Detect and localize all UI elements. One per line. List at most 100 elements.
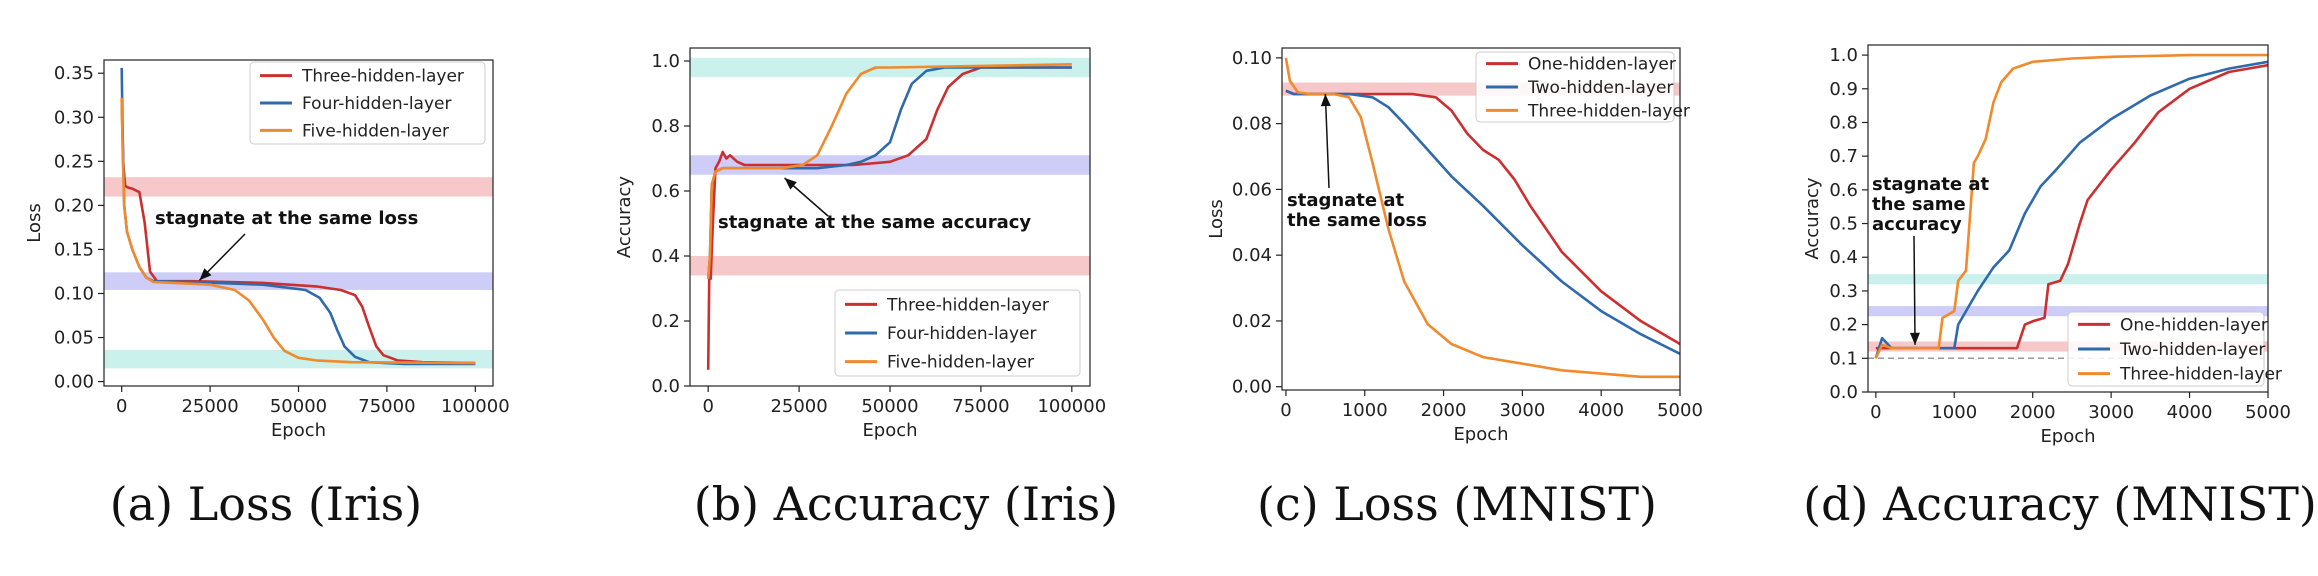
legend-label-2: Three-hidden-layer	[2119, 365, 2282, 385]
legend: One-hidden-layer Two-hidden-layer Three-hi…	[1475, 51, 1690, 123]
y-tick-label: 0.2	[651, 311, 680, 332]
legend: Three-hidden-layer Four-hidden-layer Five-…	[249, 61, 486, 145]
legend-label-2: Five-hidden-layer	[302, 121, 449, 141]
x-tick-label: 5000	[1657, 400, 1703, 421]
x-tick-label: 4000	[1578, 400, 1624, 421]
plot-frame	[1867, 44, 2269, 393]
x-tick-label: 75000	[358, 396, 415, 417]
y-tick-label: 0.2	[1829, 315, 1858, 336]
legend-label-1: Four-hidden-layer	[302, 94, 451, 114]
series-line-1	[1874, 60, 2268, 359]
x-axis-label: Epoch	[1453, 424, 1508, 445]
chart-0: 0 25000 50000 75000 100000 0.00 0.05 0.10 0.15 0.…	[24, 59, 510, 531]
y-tick-label: 0.4	[651, 246, 680, 267]
x-axis-label: Epoch	[271, 420, 326, 441]
y-tick-label: 0.20	[54, 195, 94, 216]
x-axis-label: Epoch	[2040, 426, 2095, 447]
y-tick-label: 0.0	[651, 376, 680, 397]
series-line-2	[1874, 53, 2268, 359]
annotation-arrowhead-0	[1909, 332, 1920, 345]
series-group	[120, 67, 476, 366]
y-tick-label: 0.00	[54, 372, 94, 393]
series-group	[1284, 57, 1680, 379]
y-tick-label: 0.5	[1829, 214, 1858, 235]
legend-box	[2067, 311, 2265, 387]
x-tick-label: 25000	[181, 396, 238, 417]
y-tick-label: 0.02	[1232, 311, 1272, 332]
y-tick-label: 0.00	[1232, 377, 1272, 398]
y-tick-label: 0.3	[1829, 281, 1858, 302]
legend-label-0: Three-hidden-layer	[301, 67, 464, 87]
band-0	[690, 256, 1090, 276]
x-tick-label: 2000	[2010, 402, 2056, 423]
x-tick-label: 5000	[2245, 402, 2291, 423]
subfigure-caption: (b) Accuracy (Iris)	[694, 477, 1119, 531]
annotation-text-0: stagnate at the same loss	[1287, 190, 1427, 231]
y-tick-label: 0.7	[1829, 146, 1858, 167]
series-line-2	[120, 97, 476, 365]
legend-box	[834, 289, 1081, 377]
y-tick-label: 0.04	[1232, 245, 1272, 266]
legend-box	[1475, 51, 1675, 123]
y-tick-label: 0.25	[54, 151, 94, 172]
subfigure-caption: (d) Accuracy (MNIST)	[1803, 477, 2317, 531]
x-tick-label: 50000	[861, 396, 918, 417]
y-tick-label: 0.1	[1829, 348, 1858, 369]
y-axis-label: Loss	[1206, 199, 1227, 238]
y-tick-label: 0.4	[1829, 247, 1858, 268]
legend: One-hidden-layer Two-hidden-layer Three-hi…	[2067, 311, 2282, 387]
x-tick-label: 75000	[952, 396, 1009, 417]
legend-label-0: Three-hidden-layer	[886, 295, 1049, 315]
plot-frame	[1281, 47, 1681, 391]
legend-label-1: Two-hidden-layer	[1527, 78, 1673, 98]
chart-1: 0 25000 50000 75000 100000 0.0 0.2 0.4 0.6 0.8 1.0…	[614, 47, 1119, 531]
annotation-arrowhead-0	[199, 268, 212, 281]
x-tick-label: 100000	[1037, 396, 1106, 417]
x-tick-label: 50000	[270, 396, 327, 417]
y-axis-label: Accuracy	[1802, 177, 1823, 260]
subfigure-caption: (c) Loss (MNIST)	[1257, 477, 1657, 531]
band-2	[104, 349, 493, 369]
y-tick-label: 0.30	[54, 107, 94, 128]
y-axis-label: Accuracy	[614, 176, 635, 259]
legend-label-1: Two-hidden-layer	[2119, 340, 2265, 360]
y-tick-label: 1.0	[651, 51, 680, 72]
y-tick-label: 0.08	[1232, 114, 1272, 135]
legend-label-2: Three-hidden-layer	[1527, 101, 1690, 121]
subfigure-caption: (a) Loss (Iris)	[110, 477, 422, 531]
series-line-0	[120, 99, 476, 365]
x-tick-label: 0	[116, 396, 127, 417]
legend-label-2: Five-hidden-layer	[887, 353, 1034, 373]
legend-label-0: One-hidden-layer	[1528, 55, 1676, 75]
series-group	[1874, 53, 2268, 359]
series-line-2	[1284, 57, 1680, 379]
y-tick-label: 0.9	[1829, 79, 1858, 100]
x-tick-label: 0	[1870, 402, 1881, 423]
legend-label-0: One-hidden-layer	[2120, 315, 2268, 335]
y-tick-label: 0.15	[54, 239, 94, 260]
annotation-arrowhead-0	[784, 178, 797, 190]
y-tick-label: 1.0	[1829, 45, 1858, 66]
y-tick-label: 0.8	[1829, 112, 1858, 133]
y-tick-label: 0.6	[651, 181, 680, 202]
y-tick-label: 0.0	[1829, 382, 1858, 403]
band-1	[1868, 306, 2268, 317]
legend-label-1: Four-hidden-layer	[887, 324, 1036, 344]
annotation-arrow-line-0	[1913, 235, 1916, 345]
band-1	[690, 155, 1090, 175]
x-tick-label: 25000	[770, 396, 827, 417]
y-axis-label: Loss	[24, 203, 45, 242]
band-0	[1868, 274, 2268, 285]
series-line-2	[706, 63, 1072, 279]
legend-box	[249, 61, 486, 145]
y-tick-label: 0.10	[54, 283, 94, 304]
x-tick-label: 1000	[1931, 402, 1977, 423]
x-axis-label: Epoch	[862, 420, 917, 441]
y-tick-label: 0.05	[54, 328, 94, 349]
annotation-text-0: stagnate at the same accuracy	[718, 212, 1031, 233]
series-line-0	[706, 66, 1072, 370]
annotation-text-0: stagnate at the same loss	[155, 208, 418, 229]
annotation-text-0: stagnate at the same accuracy	[1872, 174, 1990, 235]
x-tick-label: 100000	[441, 396, 510, 417]
